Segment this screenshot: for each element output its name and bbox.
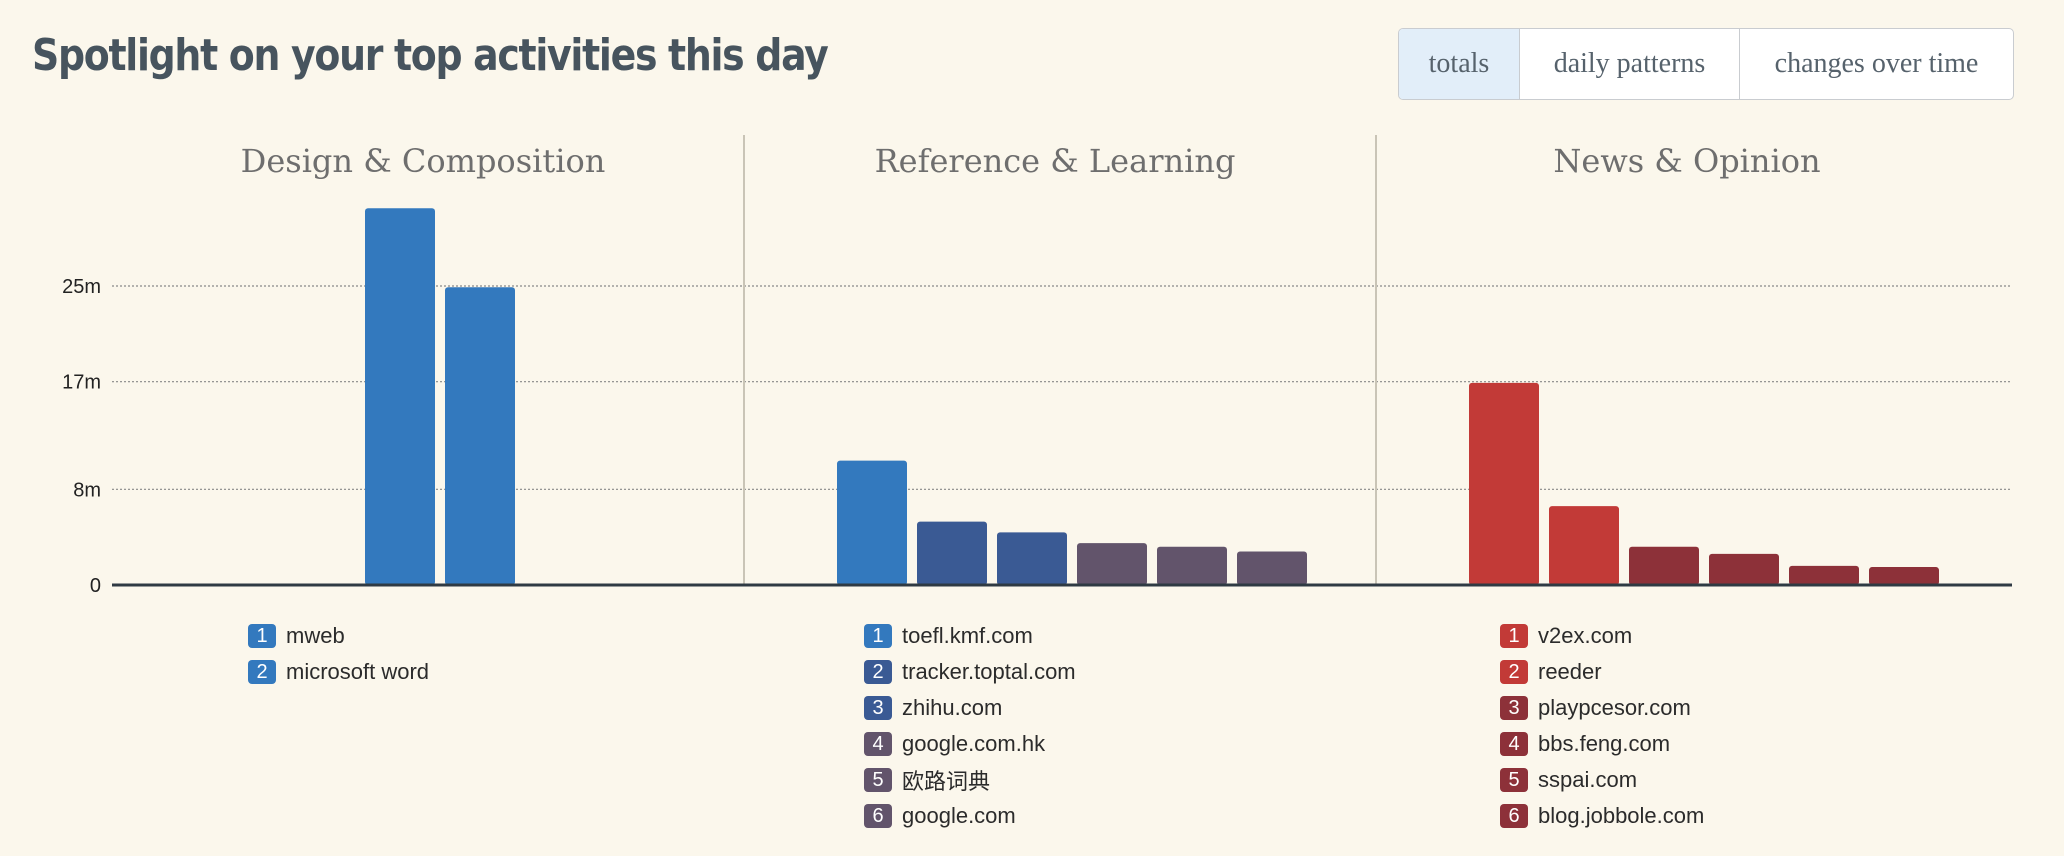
legend-label: microsoft word bbox=[286, 659, 430, 684]
legend-label: reeder bbox=[1538, 659, 1602, 684]
rank-badge: 1 bbox=[1500, 624, 1528, 648]
legend-item: 4 bbs.feng.com bbox=[1500, 726, 1704, 762]
rank-badge: 3 bbox=[864, 696, 892, 720]
legend-label: bbs.feng.com bbox=[1538, 731, 1671, 756]
bar bbox=[917, 521, 987, 585]
totals-button[interactable]: totals bbox=[1399, 29, 1519, 99]
rank-badge: 5 bbox=[1500, 768, 1528, 792]
rank-badge: 2 bbox=[864, 660, 892, 684]
bar bbox=[837, 460, 907, 585]
page-title: Spotlight on your top activities this da… bbox=[32, 30, 829, 81]
panel-title: Reference & Learning bbox=[875, 142, 1236, 180]
legend-item: 1 mweb bbox=[248, 618, 429, 654]
bar bbox=[365, 208, 435, 585]
legend-label: blog.jobbole.com bbox=[1538, 803, 1705, 828]
rank-badge: 6 bbox=[1500, 804, 1528, 828]
rank-badge: 4 bbox=[1500, 732, 1528, 756]
legend-label: tracker.toptal.com bbox=[902, 659, 1076, 684]
rank-badge: 1 bbox=[864, 624, 892, 648]
legend-design-composition: 1 mweb 2 microsoft word bbox=[248, 618, 429, 690]
legend-item: 5 欧路词典 bbox=[864, 762, 1076, 798]
legend-item: 4 google.com.hk bbox=[864, 726, 1076, 762]
legend-item: 5 sspai.com bbox=[1500, 762, 1704, 798]
legend-item: 1 v2ex.com bbox=[1500, 618, 1704, 654]
rank-badge: 4 bbox=[864, 732, 892, 756]
legend-label: 欧路词典 bbox=[902, 769, 991, 794]
view-toggle: totals daily patterns changes over time bbox=[1398, 28, 2014, 100]
y-tick-label: 25m bbox=[62, 276, 101, 298]
bar bbox=[1077, 543, 1147, 585]
legend-item: 2 tracker.toptal.com bbox=[864, 654, 1076, 690]
bar bbox=[1549, 506, 1619, 585]
bar bbox=[445, 287, 515, 585]
bar bbox=[1789, 565, 1859, 585]
rank-badge: 6 bbox=[864, 804, 892, 828]
panel-title: Design & Composition bbox=[241, 142, 606, 180]
legend-item: 2 microsoft word bbox=[248, 654, 429, 690]
rank-badge: 3 bbox=[1500, 696, 1528, 720]
legend-item: 3 zhihu.com bbox=[864, 690, 1076, 726]
daily-patterns-button[interactable]: daily patterns bbox=[1519, 29, 1739, 99]
legend-label: playpcesor.com bbox=[1538, 695, 1691, 720]
bar bbox=[1629, 546, 1699, 585]
legend-item: 6 google.com bbox=[864, 798, 1076, 834]
legend-label: zhihu.com bbox=[902, 695, 1003, 720]
panel-title: News & Opinion bbox=[1553, 142, 1820, 180]
y-tick-label: 17m bbox=[62, 372, 101, 394]
bar bbox=[1709, 553, 1779, 585]
rank-badge: 1 bbox=[248, 624, 276, 648]
legend-label: mweb bbox=[286, 623, 345, 648]
legend-label: sspai.com bbox=[1538, 767, 1638, 792]
bar bbox=[1237, 551, 1307, 585]
legend-reference-learning: 1 toefl.kmf.com 2 tracker.toptal.com 3 zhihu.… bbox=[864, 618, 1076, 834]
legend-label: toefl.kmf.com bbox=[902, 623, 1033, 648]
rank-badge: 2 bbox=[248, 660, 276, 684]
rank-badge: 5 bbox=[864, 768, 892, 792]
legend-label: v2ex.com bbox=[1538, 623, 1633, 648]
legend-label: google.com bbox=[902, 803, 1016, 828]
legend-item: 2 reeder bbox=[1500, 654, 1704, 690]
legend-item: 1 toefl.kmf.com bbox=[864, 618, 1076, 654]
changes-over-time-button[interactable]: changes over time bbox=[1739, 29, 2013, 99]
legend-label: google.com.hk bbox=[902, 731, 1046, 756]
bar bbox=[1157, 546, 1227, 585]
y-tick-label: 0 bbox=[90, 575, 101, 597]
legend-item: 3 playpcesor.com bbox=[1500, 690, 1704, 726]
y-tick-label: 8m bbox=[73, 479, 101, 501]
bar bbox=[1869, 567, 1939, 585]
legend-news-opinion: 1 v2ex.com 2 reeder 3 playpcesor.com 4 bbs.feng… bbox=[1500, 618, 1704, 834]
bar bbox=[1469, 382, 1539, 585]
legend-item: 6 blog.jobbole.com bbox=[1500, 798, 1704, 834]
bar bbox=[997, 532, 1067, 585]
rank-badge: 2 bbox=[1500, 660, 1528, 684]
